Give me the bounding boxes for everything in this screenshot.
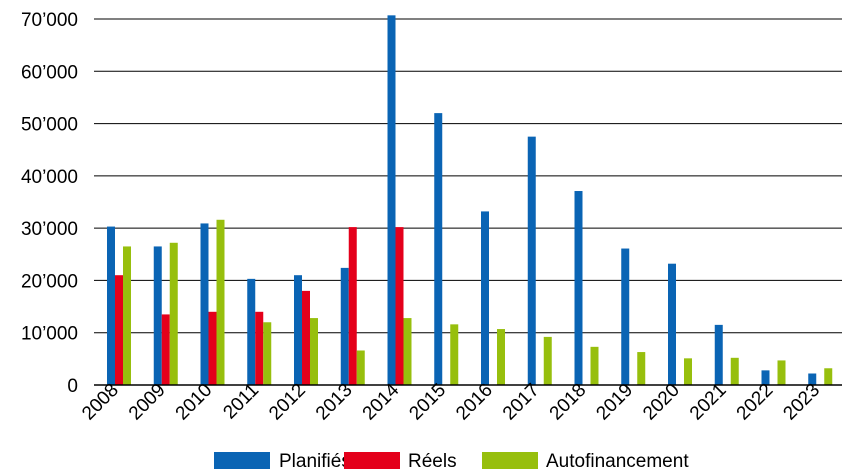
bar-autofinancement xyxy=(637,352,646,385)
bar-autofinancement xyxy=(684,358,692,385)
bar-autofinancement xyxy=(543,336,552,385)
bar-planifies xyxy=(481,211,489,385)
bar-planifies xyxy=(294,275,302,385)
x-tick-label: 2016 xyxy=(452,380,497,425)
bar-autofinancement xyxy=(263,322,272,385)
bar-autofinancement xyxy=(123,246,131,385)
y-tick-label: 20’000 xyxy=(21,271,78,292)
x-tick-label: 2021 xyxy=(686,380,731,425)
x-tick-label: 2011 xyxy=(219,380,263,424)
bar-autofinancement xyxy=(169,242,178,385)
y-tick-label: 70’000 xyxy=(21,10,78,31)
bar-reels xyxy=(348,227,357,385)
bar-reels xyxy=(395,227,404,385)
x-tick-label: 2009 xyxy=(125,380,170,425)
x-tick-label: 2013 xyxy=(312,380,357,425)
legend: Planifiés Réels Autofinancement xyxy=(214,451,689,471)
bar-planifies xyxy=(340,267,349,385)
legend-label-planifies: Planifiés xyxy=(279,451,351,471)
bar-reels xyxy=(115,275,123,385)
x-tick-label: 2012 xyxy=(265,380,310,425)
bar-autofinancement xyxy=(403,318,412,385)
bar-autofinancement xyxy=(497,329,505,385)
y-tick-label: 10’000 xyxy=(21,324,78,345)
y-tick-label: 30’000 xyxy=(21,219,78,240)
y-tick-label: 50’000 xyxy=(21,115,78,136)
x-tick-label: 2008 xyxy=(78,380,123,425)
x-tick-label: 2020 xyxy=(639,380,684,425)
y-tick-label: 60’000 xyxy=(21,62,78,83)
bar-reels xyxy=(255,311,264,385)
legend-label-autofinancement: Autofinancement xyxy=(546,451,689,471)
legend-label-reels: Réels xyxy=(408,451,457,471)
x-tick-label: 2019 xyxy=(592,380,637,425)
bar-autofinancement xyxy=(356,350,365,385)
bar-planifies xyxy=(434,113,443,385)
bar-planifies xyxy=(621,248,630,385)
bar-planifies xyxy=(761,370,770,385)
bar-planifies xyxy=(527,136,536,385)
x-tick-label: 2022 xyxy=(733,380,778,425)
x-tick-label: 2010 xyxy=(172,380,217,425)
bar-autofinancement xyxy=(450,324,459,385)
y-axis-tick-labels: 0 10’000 20’000 30’000 40’000 50’000 60’000 70’… xyxy=(21,10,78,397)
bar-autofinancement xyxy=(730,357,739,385)
bar-planifies xyxy=(714,324,723,385)
bar-autofinancement xyxy=(590,346,599,385)
x-tick-label: 2018 xyxy=(546,380,591,425)
bar-reels xyxy=(161,314,170,385)
x-tick-label: 2023 xyxy=(779,380,824,425)
bar-autofinancement xyxy=(777,360,786,385)
bar-autofinancement xyxy=(216,219,225,385)
bar-reels xyxy=(208,311,217,385)
legend-swatch-reels xyxy=(344,452,400,469)
bar-autofinancement xyxy=(824,368,833,385)
bar-planifies xyxy=(247,278,256,385)
bar-planifies xyxy=(153,246,162,385)
legend-swatch-planifies xyxy=(214,452,270,469)
bar-planifies xyxy=(574,191,583,385)
x-axis-tick-labels: 2008 2009 2010 2011 2012 2013 2014 2015 2016 2017… xyxy=(78,379,824,424)
bars xyxy=(107,15,833,386)
bar-planifies xyxy=(387,15,396,386)
x-tick-label: 2017 xyxy=(499,380,544,425)
x-tick-label: 2015 xyxy=(405,380,450,425)
x-tick-label: 2014 xyxy=(359,379,404,424)
bar-planifies xyxy=(200,223,209,385)
bar-planifies xyxy=(107,226,115,385)
y-tick-label: 40’000 xyxy=(21,167,78,188)
bar-reels xyxy=(302,290,310,385)
y-tick-label: 0 xyxy=(67,376,78,397)
bar-planifies xyxy=(808,373,817,385)
bar-planifies xyxy=(668,263,676,385)
legend-swatch-autofinancement xyxy=(482,452,538,469)
bar-autofinancement xyxy=(310,318,318,385)
